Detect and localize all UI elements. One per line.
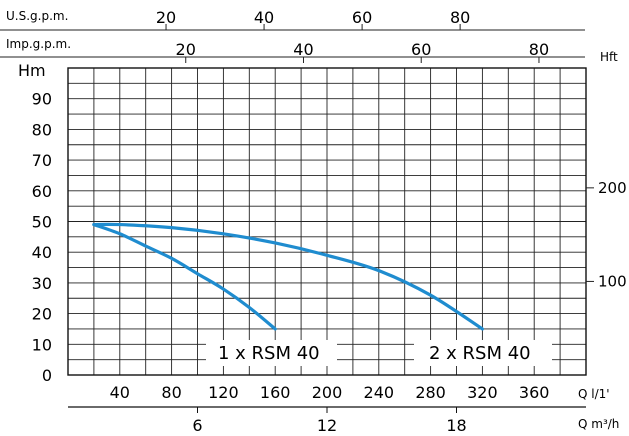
curves [92,222,484,331]
left-tick-label: 60 [32,182,52,201]
m3h-tick-label: 6 [192,416,202,435]
impgpm-tick-label: 20 [176,40,196,59]
left-tick-label: 50 [32,213,52,232]
usgpm-tick-label: 80 [450,8,470,27]
bottom-tick-label: 320 [467,383,498,402]
left-tick-label: 40 [32,243,52,262]
svg-text:2 x RSM 40: 2 x RSM 40 [429,343,531,364]
bottom-tick-label: 160 [260,383,291,402]
bottom-tick-label: 120 [208,383,239,402]
hft-tick-label: 200 [598,179,627,197]
bottom-tick-label: 200 [312,383,343,402]
usgpm-axis-title: U.S.g.p.m. [6,9,68,23]
bottom-ticks: 40 80 120 160 200 240 280 320 360 [110,383,550,402]
impgpm-tick-label: 40 [293,40,313,59]
right-axis-title: Hft [600,50,618,64]
usgpm-ticks: 20 40 60 80 [156,8,470,30]
left-tick-label: 20 [32,305,52,324]
left-axis-title: Hm [18,61,46,80]
plot-frame [67,67,587,376]
usgpm-tick-label: 40 [254,8,274,27]
left-tick-label: 70 [32,151,52,170]
m3h-tick-label: 18 [446,416,466,435]
left-tick-label: 80 [32,120,52,139]
bottom-tick-label: 240 [364,383,395,402]
usgpm-tick-label: 60 [352,8,372,27]
left-ticks: 0 10 20 30 40 50 60 70 80 90 [32,90,52,385]
left-tick-label: 90 [32,90,52,109]
series-line-2 [92,222,484,331]
impgpm-axis-title: Imp.g.p.m. [6,37,71,51]
curve-label-2: 2 x RSM 40 [414,340,552,366]
m3h-tick-label: 12 [317,416,337,435]
left-tick-label: 0 [42,366,52,385]
series-line-1 [92,222,277,331]
grid [68,68,586,375]
impgpm-tick-label: 60 [411,40,431,59]
hft-ticks: 200 100 [586,179,627,290]
hft-tick-label: 100 [598,272,627,290]
curve-label-1: 1 x RSM 40 [206,340,337,366]
bottom-tick-label: 40 [110,383,130,402]
m3h-ticks: 6 12 18 [192,407,467,435]
left-tick-label: 10 [32,335,52,354]
bottom-axis-title-primary: Q l/1' [578,387,610,401]
svg-text:1 x RSM 40: 1 x RSM 40 [218,343,320,364]
impgpm-tick-label: 80 [529,40,549,59]
left-tick-label: 30 [32,274,52,293]
usgpm-tick-label: 20 [156,8,176,27]
bottom-axis-title-secondary: Q m³/h [578,417,619,431]
bottom-tick-label: 360 [519,383,550,402]
bottom-tick-label: 80 [161,383,181,402]
impgpm-ticks: 20 40 60 80 [176,40,549,63]
bottom-tick-label: 280 [415,383,446,402]
